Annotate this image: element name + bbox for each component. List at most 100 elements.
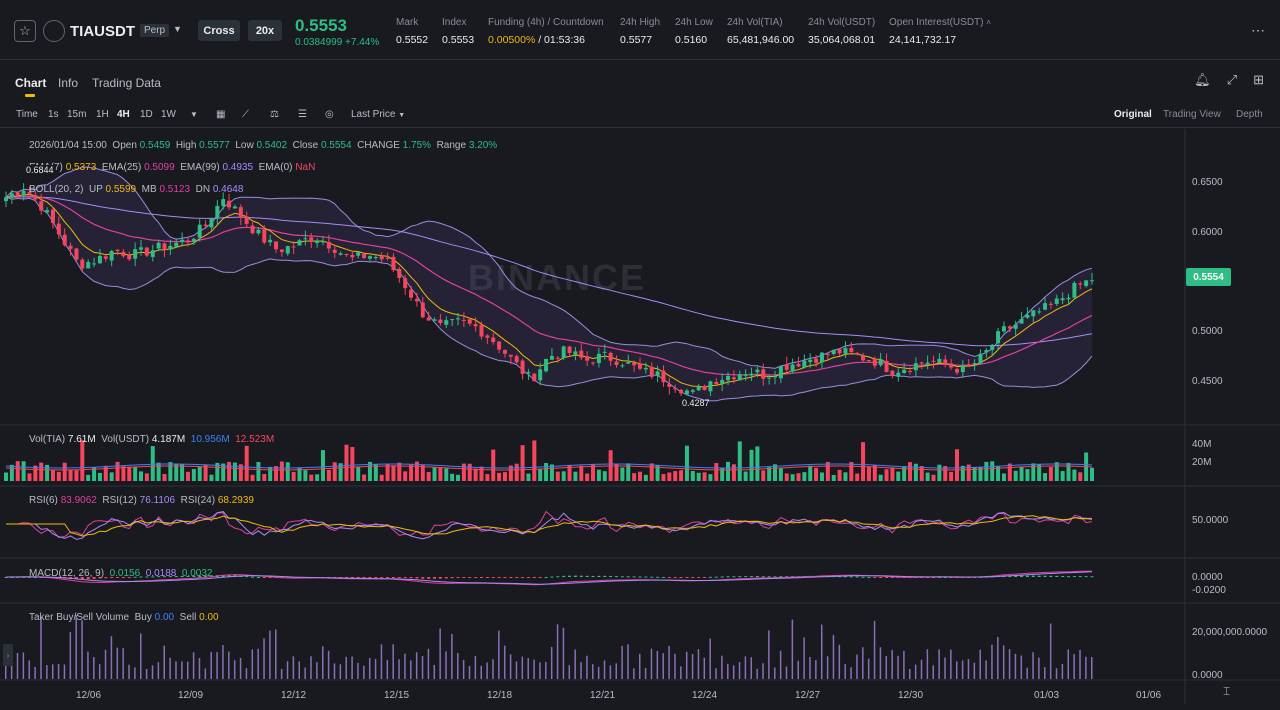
margin-mode-button[interactable]: Cross [198,20,240,41]
kline-chart[interactable]: BINANCE 2026/01/04 15:00 Open 0.5459 Hig… [0,129,1280,710]
interval-1w[interactable]: 1W [161,109,176,120]
macd-hist-bar [98,577,102,579]
volume-bar [684,445,689,481]
candle-body [232,206,237,209]
candle-body [68,245,73,249]
taker-bar [46,665,48,679]
calendar-icon[interactable]: ▦ [216,109,226,120]
boll-label: BOLL(20, 2) [29,184,84,195]
volume-bar [773,464,778,481]
grid-layout-icon[interactable]: ⊞ [1253,72,1264,87]
macd-hist-bar [943,576,947,578]
macd-hist-bar [767,576,771,578]
date-tick: 01/03 [1034,690,1060,701]
macd-hist-bar [685,577,689,578]
tab-chart[interactable]: Chart [15,76,47,90]
price-tick: 0.6500 [1192,177,1223,188]
interval-1d[interactable]: 1D [140,109,153,120]
symbol-name[interactable]: TIAUSDT [70,23,135,40]
stat-label-text: Open Interest(USDT) [889,17,984,28]
volume-bar [1019,466,1024,481]
interval-time[interactable]: Time [16,109,38,120]
macd-hist-bar [198,575,202,577]
taker-bar [327,650,330,679]
volume-bar [97,472,102,481]
taker-bar [1014,653,1017,679]
taker-bar [662,653,664,679]
indicator-icon[interactable]: ⟋ [242,109,249,120]
volume-bar [221,463,226,481]
macd-hist-bar [867,576,871,578]
interval-4h[interactable]: 4H [117,109,130,120]
vol-tick: 40M [1192,439,1212,450]
volume-bar [80,440,85,481]
tab-trading-data[interactable]: Trading Data [92,76,161,90]
macd-hist-bar [356,577,360,578]
more-options-icon[interactable]: ⋯ [1251,22,1266,38]
stat-open-interest[interactable]: Open Interest(USDT) ˄ 24,141,732.17 [889,17,991,46]
price-type-select[interactable]: Last Price ▼ [351,109,405,120]
volume-bar [778,467,783,481]
taker-bar [357,662,359,679]
interval-1h[interactable]: 1H [96,109,109,120]
vol-tia-value: 7.61M [67,434,96,445]
chart-canvas[interactable] [0,129,1280,710]
interval-15m[interactable]: 15m [67,109,87,120]
volume-bar [626,463,631,481]
candle-body [274,241,279,250]
view-depth[interactable]: Depth [1236,109,1263,120]
chart-actions: 🔔︎ ⤢ ⊞ [1194,72,1264,88]
interval-1s[interactable]: 1s [48,109,59,120]
taker-bar [856,654,858,679]
candle-body [743,374,748,376]
taker-tick: 0.0000 [1192,670,1223,681]
volume-bar [1043,473,1048,481]
expand-panel-arrow-icon[interactable]: › [3,644,13,666]
tab-info[interactable]: Info [58,76,79,90]
candle-body [1078,283,1083,285]
volume-bar [502,472,507,481]
vol-usdt-value: 4.187M [151,434,186,445]
stat-value: 24,141,732.17 [889,34,957,46]
candle-body [332,249,337,253]
expand-icon[interactable]: ⤢ [1226,72,1238,87]
volume-bar [215,462,220,481]
candle-body [27,192,32,194]
candle-body [250,225,255,234]
candle-body [637,363,642,369]
compare-icon[interactable]: ⚖ [270,109,279,120]
macd-hist-bar [350,577,354,578]
macd-hist-bar [638,576,642,578]
volume-bar [649,463,654,481]
macd-hist-bar [1072,576,1076,578]
candle-body [702,385,707,391]
reset-scale-icon[interactable]: ⌶ [1223,684,1231,698]
volume-bar [139,471,144,481]
view-trading-view[interactable]: Trading View [1163,109,1221,120]
leverage-button[interactable]: 20x [248,20,282,41]
taker-bar [527,657,529,679]
favorite-star-icon[interactable]: ☆ [14,20,36,42]
volume-bar [908,462,913,481]
candle-body [755,369,760,373]
bell-icon[interactable]: 🔔︎ [1194,72,1211,87]
taker-bar [750,657,753,679]
candle-body [960,365,965,373]
volume-bar [362,474,367,481]
macd-hist-bar [667,577,671,578]
stat-funding[interactable]: Funding (4h) / Countdown 0.00500% / 01:5… [488,17,604,46]
macd-hist-bar [515,577,519,578]
taker-bar [838,644,841,679]
volume-bar [356,466,361,481]
candle-body [432,319,437,321]
taker-bar [997,636,999,679]
interval-more-chevron-icon[interactable]: ▼ [190,110,198,119]
target-icon[interactable]: ◎ [325,109,334,120]
candle-body [919,362,924,364]
candle-body [174,242,179,247]
settings-sliders-icon[interactable]: ☰ [298,109,307,120]
macd-hist-bar [479,577,483,578]
view-original[interactable]: Original [1114,109,1152,120]
volume-bar [485,474,490,481]
chevron-down-icon[interactable]: ▼ [173,24,182,34]
